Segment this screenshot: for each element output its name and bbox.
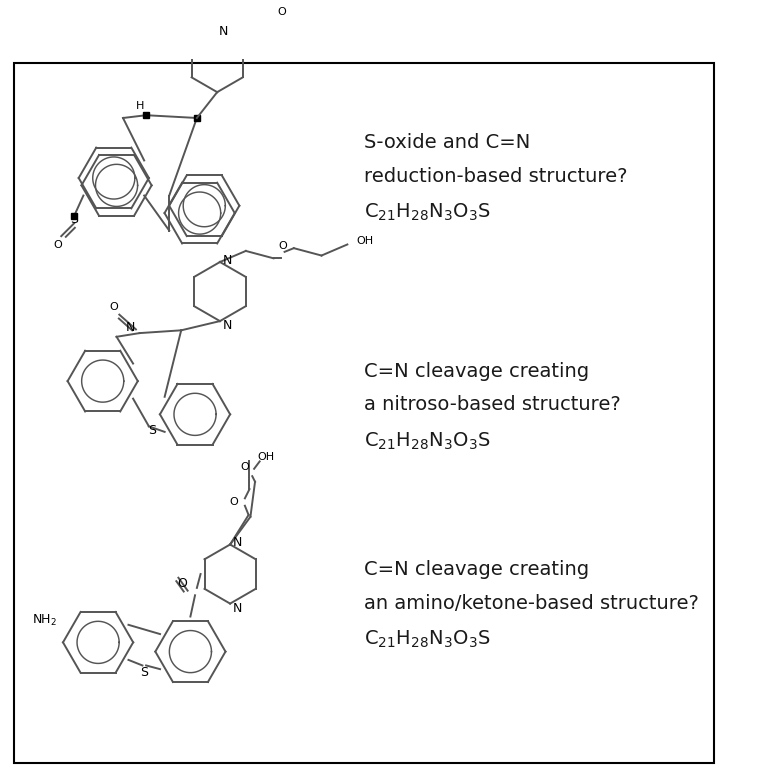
Text: C$_{21}$H$_{28}$N$_{3}$O$_{3}$S: C$_{21}$H$_{28}$N$_{3}$O$_{3}$S [364,629,490,650]
Text: reduction-based structure?: reduction-based structure? [364,166,627,186]
Text: O: O [230,497,238,507]
Text: N: N [126,321,135,334]
Text: an amino/ketone-based structure?: an amino/ketone-based structure? [364,594,699,613]
Text: C=N cleavage creating: C=N cleavage creating [364,560,589,579]
Text: N: N [233,536,242,549]
Text: S: S [148,424,155,437]
Text: N: N [223,319,232,332]
Text: C$_{21}$H$_{28}$N$_{3}$O$_{3}$S: C$_{21}$H$_{28}$N$_{3}$O$_{3}$S [364,430,490,452]
Text: O: O [278,242,287,252]
Text: OH: OH [357,235,374,245]
Text: NH$_2$: NH$_2$ [31,613,57,627]
Text: N: N [233,601,242,614]
Text: S: S [140,667,149,680]
Text: N: N [219,25,228,38]
Text: S-oxide and C=N: S-oxide and C=N [364,133,530,153]
Text: H: H [136,101,145,111]
Text: a nitroso-based structure?: a nitroso-based structure? [364,395,620,414]
Text: O: O [241,462,249,472]
Text: N: N [223,254,232,267]
Text: OH: OH [257,452,274,462]
Text: O: O [277,7,286,17]
Text: C=N cleavage creating: C=N cleavage creating [364,362,589,381]
Text: C$_{21}$H$_{28}$N$_{3}$O$_{3}$S: C$_{21}$H$_{28}$N$_{3}$O$_{3}$S [364,202,490,223]
Text: S: S [70,213,78,226]
Text: O: O [177,577,187,590]
Text: O: O [110,302,118,312]
Text: O: O [53,240,62,250]
